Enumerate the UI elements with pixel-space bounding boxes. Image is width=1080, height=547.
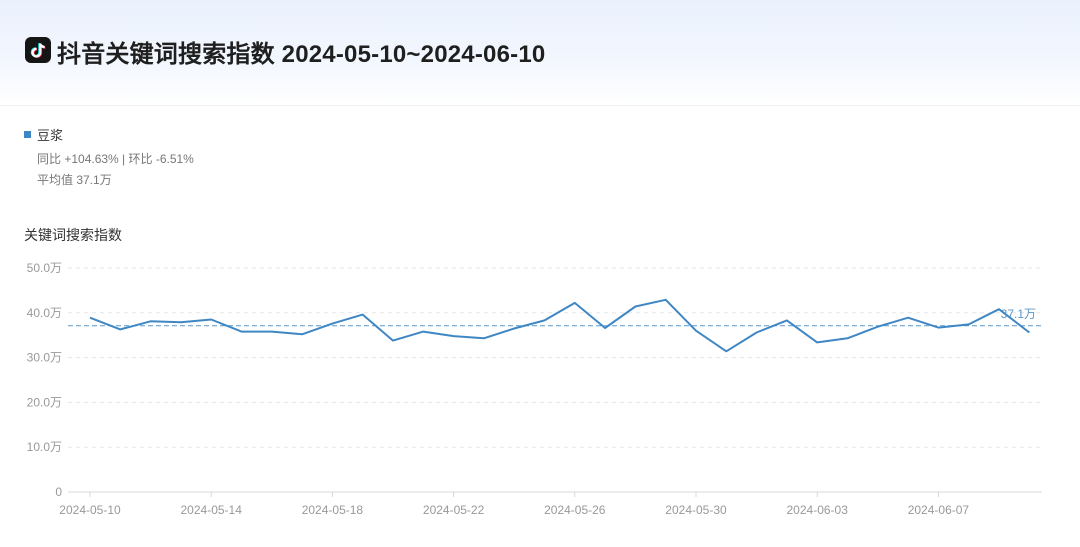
data-point — [481, 336, 486, 341]
data-point — [603, 326, 608, 331]
x-tick-label: 2024-05-10 — [59, 503, 121, 517]
x-tick-label: 2024-06-03 — [787, 503, 849, 517]
data-point — [966, 322, 971, 327]
y-tick-label: 30.0万 — [27, 351, 62, 365]
data-point — [239, 329, 244, 334]
header: 抖音关键词搜索指数 2024-05-10~2024-06-10 — [0, 0, 1080, 106]
data-point — [542, 318, 547, 323]
x-tick-label: 2024-06-07 — [908, 503, 970, 517]
x-tick-label: 2024-05-26 — [544, 503, 606, 517]
data-point — [269, 329, 274, 334]
page-title: 抖音关键词搜索指数 2024-05-10~2024-06-10 — [57, 41, 546, 68]
stat-average: 平均值 37.1万 — [37, 173, 112, 187]
data-point — [906, 315, 911, 320]
data-point — [663, 297, 668, 302]
data-point — [724, 349, 729, 354]
y-tick-label: 50.0万 — [27, 261, 62, 275]
data-point — [936, 325, 941, 330]
y-tick-label: 10.0万 — [27, 440, 62, 454]
data-point — [815, 340, 820, 345]
data-point — [209, 317, 214, 322]
x-tick-label: 2024-05-22 — [423, 503, 485, 517]
chart-title: 关键词搜索指数 — [24, 227, 122, 243]
x-tick-label: 2024-05-18 — [302, 503, 364, 517]
x-tick-label: 2024-05-14 — [181, 503, 243, 517]
y-tick-label: 0 — [55, 485, 62, 499]
data-point — [694, 328, 699, 333]
data-point — [391, 338, 396, 343]
legend-swatch — [24, 131, 31, 138]
data-point — [330, 321, 335, 326]
legend-series-name: 豆浆 — [37, 128, 64, 143]
data-point — [1027, 330, 1032, 335]
data-point — [997, 307, 1002, 312]
y-tick-label: 40.0万 — [27, 306, 62, 320]
data-point — [512, 326, 517, 331]
data-point — [300, 332, 305, 337]
data-point — [360, 312, 365, 317]
data-point — [451, 334, 456, 339]
legend[interactable]: 豆浆 — [24, 125, 63, 144]
stat-yoy-mom: 同比 +104.63% | 环比 -6.51% — [37, 152, 194, 166]
data-point — [178, 320, 183, 325]
data-point — [88, 315, 93, 320]
tiktok-icon — [25, 37, 51, 63]
x-tick-label: 2024-05-30 — [665, 503, 727, 517]
line-chart[interactable]: 0 10.0万 20.0万 30.0万 40.0万 50.0万 2024-05-10 2024… — [0, 250, 1080, 547]
data-point — [754, 330, 759, 335]
data-point — [633, 304, 638, 309]
y-tick-label: 20.0万 — [27, 395, 62, 409]
data-point — [118, 327, 123, 332]
data-point — [845, 336, 850, 341]
data-point — [572, 300, 577, 305]
data-point — [421, 329, 426, 334]
series-line — [89, 298, 1030, 353]
data-point — [784, 318, 789, 323]
data-point — [148, 319, 153, 324]
data-point — [875, 324, 880, 329]
